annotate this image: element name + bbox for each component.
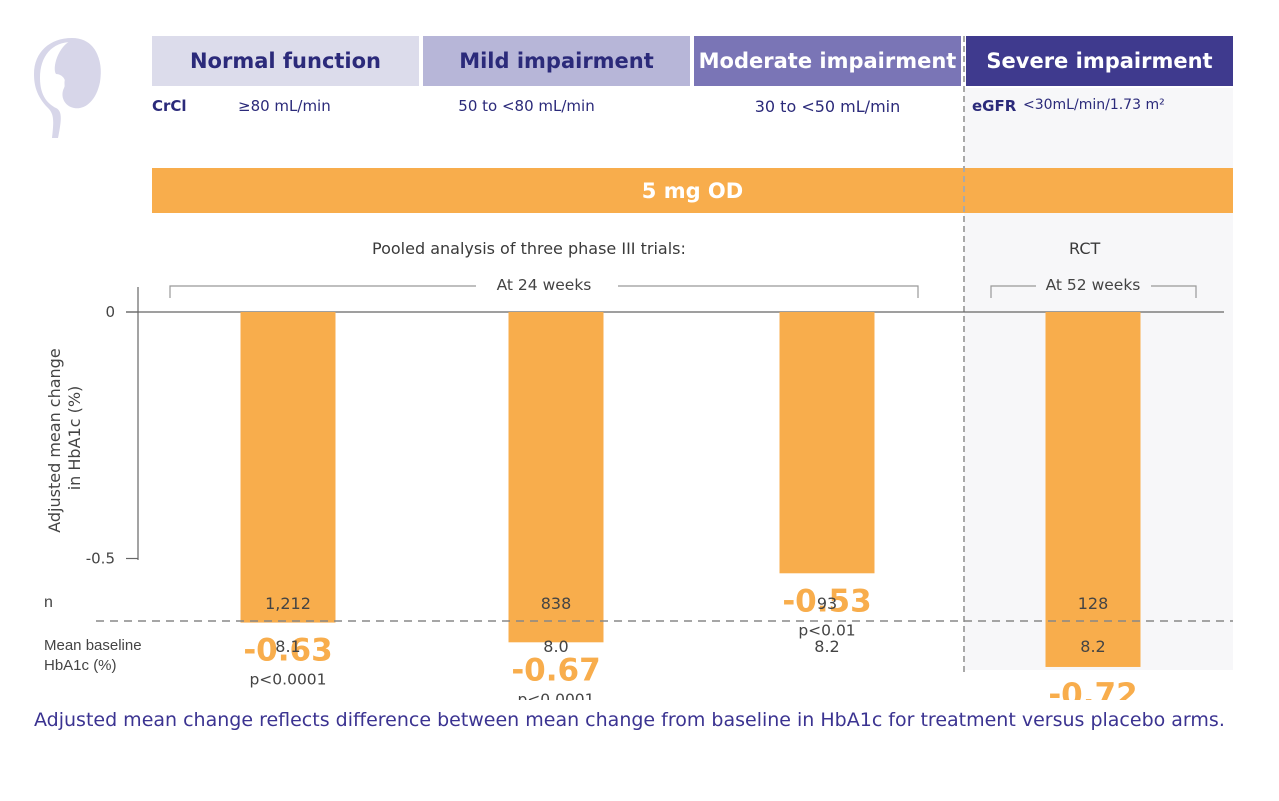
severe-separator	[963, 36, 965, 672]
footnote: Adjusted mean change reflects difference…	[34, 709, 1225, 731]
baseline-value-cell: 8.1	[275, 637, 301, 656]
p-value-label: p<0.0001	[517, 690, 594, 700]
y-ticks: 0-0.5-1.0	[86, 303, 138, 568]
p-value-label: p<0.0001	[249, 671, 326, 689]
y-tick-label: -0.5	[86, 550, 115, 568]
n-label: n	[44, 594, 53, 611]
bar-value-label: -0.72	[1048, 677, 1137, 700]
bar-value-label: -0.63	[243, 633, 332, 669]
header-severe-impairment: Severe impairment	[966, 36, 1233, 86]
chart-area: At 24 weeks At 52 weeks 0-0.5-1.0 Adjust…	[45, 276, 1233, 700]
baseline-label-line2: HbA1c (%)	[44, 657, 117, 674]
rct-note: RCT	[1069, 239, 1101, 258]
bracket-24-weeks	[169, 285, 919, 298]
dose-band: 5 mg OD	[152, 168, 1233, 213]
range-mild: 50 to <80 mL/min	[458, 97, 595, 115]
range-severe: <30mL/min/1.73 m²	[1023, 97, 1165, 113]
n-value-cell: 838	[540, 594, 572, 613]
range-normal: ≥80 mL/min	[238, 97, 331, 115]
n-value-cell: 93	[816, 594, 838, 613]
header-moderate-label: Moderate impairment	[698, 49, 957, 73]
n-value-cell: 128	[1077, 594, 1109, 613]
p-value-label: p<0.01	[798, 621, 855, 639]
y-axis-label: Adjusted mean change in HbA1c (%)	[45, 343, 84, 533]
header-normal-function: Normal function	[152, 36, 419, 86]
baseline-value-cell: 8.0	[543, 637, 569, 656]
bar	[1045, 312, 1141, 667]
bars: -0.63 p<0.0001 -0.67 p<0.0001 -0.53 p<0.01 -0.…	[240, 312, 1141, 700]
bracket-52-weeks	[990, 285, 1197, 298]
header-mild-label: Mild impairment	[459, 49, 654, 73]
kidney-icon	[34, 38, 101, 138]
y-tick-label: 0	[105, 303, 115, 321]
header-severe-label: Severe impairment	[986, 49, 1213, 73]
bar	[240, 312, 336, 623]
range-moderate: 30 to <50 mL/min	[754, 97, 901, 116]
egfr-label: eGFR	[972, 97, 1017, 115]
bracket-24-label: At 24 weeks	[497, 276, 592, 294]
n-value-cell: 1,212	[265, 594, 311, 613]
baseline-value-cell: 8.2	[814, 637, 840, 656]
dose-label: 5 mg OD	[641, 178, 744, 203]
bar	[779, 312, 875, 574]
bracket-52-label: At 52 weeks	[1046, 276, 1141, 294]
header-normal-label: Normal function	[189, 49, 382, 73]
baseline-value-cell: 8.2	[1080, 637, 1106, 656]
crcl-label: CrCl	[152, 97, 187, 115]
header-mild-impairment: Mild impairment	[423, 36, 690, 86]
bar-value-label: -0.53	[782, 583, 871, 619]
bar-value-label: -0.67	[511, 652, 600, 688]
baseline-label-line1: Mean baseline	[44, 637, 142, 654]
bar	[508, 312, 604, 643]
header-moderate-impairment: Moderate impairment	[694, 36, 961, 86]
pooled-analysis-note: Pooled analysis of three phase III trial…	[372, 239, 686, 258]
